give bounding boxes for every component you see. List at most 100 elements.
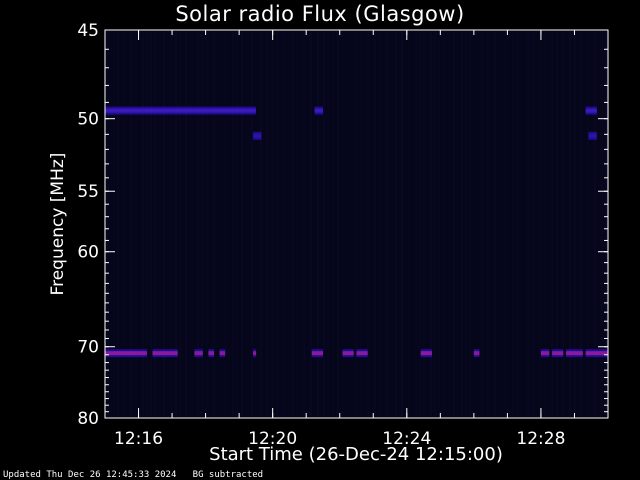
band-segment [253, 133, 262, 138]
background-stripe [303, 32, 305, 416]
background-stripe [423, 32, 425, 416]
y-axis-label: Frequency [MHz] [48, 152, 68, 296]
background-stripe [232, 32, 234, 416]
background-stripe [391, 32, 393, 416]
background-stripe [367, 32, 369, 416]
y-axis: 45 50 55 60 70 80 [77, 21, 608, 429]
spectrogram-stripes [107, 32, 607, 416]
background-stripe [401, 32, 403, 416]
background-stripe [355, 32, 357, 416]
background-stripe [474, 32, 476, 416]
band-segment [356, 351, 368, 356]
x-tick-label: 12:20 [248, 429, 297, 449]
background-stripe [539, 32, 541, 416]
band-segment [566, 351, 583, 356]
background-stripe [310, 32, 312, 416]
band-segment [588, 133, 597, 138]
y-tick-label: 50 [77, 110, 99, 130]
background-stripe [457, 32, 459, 416]
updated-timestamp: Updated Thu Dec 26 12:45:33 2024 [3, 470, 177, 480]
y-tick-label: 80 [77, 409, 99, 429]
background-stripe [448, 32, 450, 416]
background-stripe [179, 32, 181, 416]
background-stripe [190, 32, 192, 416]
band-segment [540, 351, 550, 356]
band-segment [473, 351, 480, 356]
band-segment [219, 351, 226, 356]
background-stripe [154, 32, 156, 416]
y-tick-label: 70 [77, 338, 99, 358]
background-stripe [276, 32, 278, 416]
background-stripe [247, 32, 249, 416]
background-stripe [360, 32, 362, 416]
background-stripe [201, 32, 203, 416]
background-stripe [556, 32, 558, 416]
background-stripe [163, 32, 165, 416]
background-stripe [415, 32, 417, 416]
background-stripe [142, 32, 144, 416]
background-stripe [516, 32, 518, 416]
background-stripe [218, 32, 220, 416]
footer-status: Updated Thu Dec 26 12:45:33 2024 BG subt… [3, 470, 263, 480]
background-stripe [113, 32, 115, 416]
background-stripe [569, 32, 571, 416]
background-stripe [150, 32, 152, 416]
background-stripe [323, 32, 325, 416]
band-segment [105, 108, 256, 113]
band-segment [585, 351, 608, 356]
band-segment [311, 351, 323, 356]
band-segment [314, 108, 323, 113]
band-segment [105, 351, 147, 356]
background-stripe [374, 32, 376, 416]
background-stripe [594, 32, 596, 416]
background-stripe [317, 32, 319, 416]
background-stripe [562, 32, 564, 416]
background-stripe [453, 32, 455, 416]
background-stripe [135, 32, 137, 416]
background-stripe [438, 32, 440, 416]
background-stripe [461, 32, 463, 416]
x-tick-label: 12:24 [382, 429, 431, 449]
background-stripe [159, 32, 161, 416]
background-stripe [434, 32, 436, 416]
background-stripe [386, 32, 388, 416]
background-stripe [532, 32, 534, 416]
background-stripe [241, 32, 243, 416]
x-axis-label: Start Time (26-Dec-24 12:15:00) [209, 444, 503, 465]
background-stripe [327, 32, 329, 416]
background-stripe [283, 32, 285, 416]
y-tick-label: 60 [77, 243, 99, 263]
background-stripe [512, 32, 514, 416]
background-stripe [123, 32, 125, 416]
background-stripe [527, 32, 529, 416]
band-segment [208, 351, 214, 356]
background-stripe [505, 32, 507, 416]
background-stripe [379, 32, 381, 416]
background-stripe [225, 32, 227, 416]
background-stripe [236, 32, 238, 416]
background-stripe [197, 32, 199, 416]
band-segment [552, 351, 564, 356]
background-stripe [337, 32, 339, 416]
background-stripe [408, 32, 410, 416]
background-stripe [288, 32, 290, 416]
chart-title: Solar radio Flux (Glasgow) [175, 2, 465, 26]
background-stripe [332, 32, 334, 416]
background-stripe [146, 32, 148, 416]
x-tick-label: 12:16 [114, 429, 163, 449]
background-stripe [185, 32, 187, 416]
background-stripe [292, 32, 294, 416]
background-stripe [574, 32, 576, 416]
background-stripe [487, 32, 489, 416]
background-stripe [343, 32, 345, 416]
band-segment [585, 108, 597, 113]
background-stripe [419, 32, 421, 416]
background-stripe [395, 32, 397, 416]
background-stripe [206, 32, 208, 416]
background-stripe [465, 32, 467, 416]
background-stripe [170, 32, 172, 416]
background-stripe [296, 32, 298, 416]
band-segment [152, 351, 178, 356]
background-stripe [175, 32, 177, 416]
